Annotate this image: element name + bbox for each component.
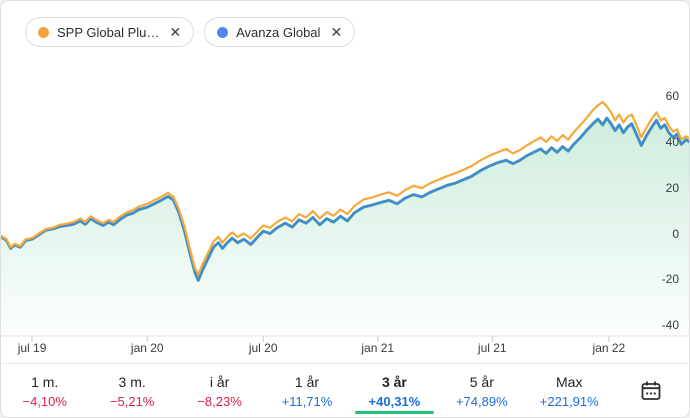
chart-canvas[interactable] xyxy=(1,65,690,349)
period-tab-1m[interactable]: 1 m. −4,10% xyxy=(1,364,88,417)
period-label: 1 m. xyxy=(31,374,59,390)
period-return: +40,31% xyxy=(368,394,421,409)
period-label: 1 år xyxy=(294,374,320,390)
series-dot-orange xyxy=(38,26,49,38)
period-return: +221,91% xyxy=(539,394,599,409)
divider xyxy=(1,363,689,364)
series-dot-blue xyxy=(217,26,229,38)
area-fill xyxy=(1,118,689,336)
period-tab-1y[interactable]: 1 år +11,71% xyxy=(263,364,350,417)
period-label: Max xyxy=(556,374,583,390)
period-tab-5y[interactable]: 5 år +74,89% xyxy=(438,364,525,417)
series-line-avanza-global[interactable] xyxy=(1,117,690,282)
series-line-spp-global[interactable] xyxy=(1,100,690,276)
period-label: 3 år xyxy=(381,374,407,390)
period-label: 5 år xyxy=(469,374,494,390)
chip-label: Avanza Global xyxy=(236,24,321,40)
compare-chips: SPP Global Plu… ✕ Avanza Global ✕ xyxy=(25,17,356,47)
period-tab-3y[interactable]: 3 år +40,31% xyxy=(351,364,438,417)
period-tab-ytd[interactable]: i år −8,23% xyxy=(176,364,263,417)
period-return: −8,23% xyxy=(197,394,242,409)
period-tab-max[interactable]: Max +221,91% xyxy=(526,364,613,417)
remove-chip-icon[interactable]: ✕ xyxy=(169,24,182,40)
chip-avanza-global[interactable]: Avanza Global ✕ xyxy=(204,17,356,47)
period-label: i år xyxy=(209,374,230,390)
period-return: +11,71% xyxy=(281,394,333,409)
performance-chart[interactable] xyxy=(1,65,690,349)
period-selector: 1 m. −4,10% 3 m. −5,21% i år −8,23% 1 år… xyxy=(1,364,689,417)
remove-chip-icon[interactable]: ✕ xyxy=(330,24,343,40)
period-return: −5,21% xyxy=(109,394,155,409)
period-tab-3m[interactable]: 3 m. −5,21% xyxy=(88,364,175,417)
chip-spp-global[interactable]: SPP Global Plu… ✕ xyxy=(25,17,195,47)
period-return: −4,10% xyxy=(22,394,67,409)
custom-date-range-button[interactable] xyxy=(613,364,689,417)
period-label: 3 m. xyxy=(118,374,146,390)
calendar-icon xyxy=(641,381,661,400)
chip-label: SPP Global Plu… xyxy=(57,24,160,40)
period-return: +74,89% xyxy=(455,394,508,409)
